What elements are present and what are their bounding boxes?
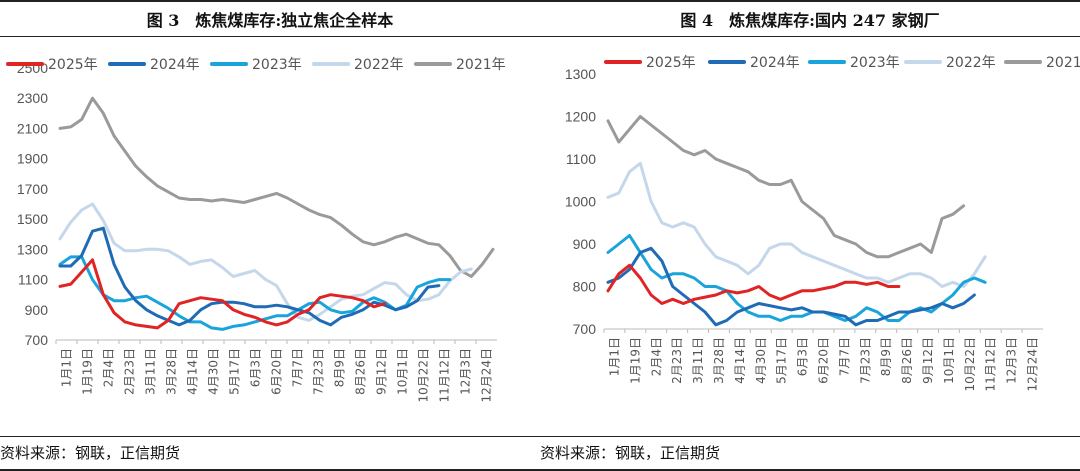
- source-footer: 资料来源：钢联，正信期货: [0, 436, 540, 471]
- series-line-2022年: [606, 161, 987, 288]
- y-tick-label: 700: [573, 321, 597, 337]
- legend-label: 2023年: [252, 57, 302, 73]
- x-tick-label: 10月22日: [417, 348, 431, 403]
- x-tick-label: 7月23日: [312, 348, 326, 395]
- x-tick-label: 2月4日: [649, 337, 663, 376]
- legend-item: 2025年: [604, 55, 696, 71]
- legend-label: 2025年: [48, 57, 98, 73]
- legend-label: 2021年: [1046, 55, 1080, 71]
- legend-item: 2021年: [1004, 55, 1080, 71]
- x-tick-label: 6月3日: [249, 348, 263, 387]
- chart-title-bar: 图 4 炼焦煤库存:国内 247 家钢厂: [540, 0, 1080, 37]
- x-tick-label: 10月1日: [396, 348, 410, 395]
- series-line-2025年: [58, 258, 387, 330]
- x-tick-label: 7月7日: [837, 337, 851, 376]
- x-tick-label: 8月26日: [900, 337, 914, 384]
- x-tick-label: 8月26日: [354, 348, 368, 395]
- x-tick-label: 2月4日: [102, 348, 116, 387]
- series-line-2022年: [58, 202, 473, 322]
- x-tick-label: 6月3日: [796, 337, 810, 376]
- y-tick-label: 2300: [17, 90, 48, 106]
- y-tick-label: 800: [573, 279, 597, 295]
- x-tick-label: 10月1日: [942, 337, 956, 384]
- x-tick-label: 10月22日: [963, 337, 977, 392]
- line-chart-coking-coal-steel-mills: 700 800 900 1000 1100 1200 1300 1月1日 1月19日 2月4日 2月…: [565, 55, 1080, 392]
- legend-label: 2024年: [750, 55, 800, 71]
- x-tick-label: 3月28日: [712, 337, 726, 384]
- legend-item: 2023年: [808, 55, 900, 71]
- y-tick-label: 1000: [565, 194, 596, 210]
- x-tick-label: 1月1日: [60, 348, 74, 387]
- x-tick-label: 5月17日: [228, 348, 242, 395]
- x-tick-label: 3月28日: [165, 348, 179, 395]
- x-tick-label: 12月3日: [459, 348, 473, 395]
- legend-item: 2022年: [904, 55, 996, 71]
- y-tick-label: 1100: [18, 272, 48, 288]
- series-line-2024年: [58, 226, 441, 327]
- x-tick-label: 3月11日: [144, 348, 158, 395]
- x-tick-label: 6月20日: [270, 348, 284, 395]
- series-line-2025年: [606, 263, 901, 305]
- y-tick-label: 900: [573, 236, 597, 252]
- x-tick-label: 4月14日: [186, 348, 200, 395]
- series-line-2023年: [58, 255, 452, 331]
- y-tick-label: 700: [25, 332, 49, 348]
- x-tick-label: 8月9日: [879, 337, 893, 376]
- x-tick-label: 11月12日: [438, 348, 452, 403]
- legend-label: 2025年: [646, 55, 696, 71]
- x-tick-label: 9月12日: [921, 337, 935, 384]
- legend-label: 2024年: [150, 57, 200, 73]
- y-tick-label: 1900: [17, 151, 48, 167]
- legend-item: 2024年: [108, 57, 200, 73]
- x-tick-label: 3月11日: [691, 337, 705, 384]
- x-tick-label: 11月12日: [984, 337, 998, 392]
- legend-item: 2022年: [312, 57, 404, 73]
- chart-title: 图 3 炼焦煤库存:独立焦企全样本: [146, 11, 394, 30]
- chart-panel-left: 图 3 炼焦煤库存:独立焦企全样本 700 900 1100 1300 1500 1700…: [0, 0, 540, 471]
- y-tick-label: 1100: [566, 151, 596, 167]
- line-chart-coking-coal-independent: 700900110013001500170019002100230025001月…: [6, 57, 506, 403]
- y-tick-label: 900: [25, 302, 49, 318]
- series-line-2024年: [606, 246, 976, 327]
- source-footer: 资料来源：钢联，正信期货: [540, 436, 1080, 471]
- legend-item: 2024年: [708, 55, 800, 71]
- y-tick-label: 1300: [17, 241, 48, 257]
- x-tick-label: 1月1日: [607, 337, 621, 376]
- legend-item: 2025年: [6, 57, 98, 73]
- x-tick-label: 1月19日: [81, 348, 95, 395]
- x-tick-label: 8月9日: [333, 348, 347, 387]
- y-tick-label: 2100: [17, 120, 48, 136]
- x-tick-label: 4月14日: [733, 337, 747, 384]
- y-tick-label: 1200: [565, 109, 596, 125]
- legend-label: 2021年: [456, 57, 506, 73]
- legend-item: 2023年: [210, 57, 302, 73]
- source-text: 资料来源：钢联，正信期货: [0, 444, 181, 462]
- x-tick-label: 5月17日: [775, 337, 789, 384]
- source-text: 资料来源：钢联，正信期货: [540, 444, 721, 462]
- x-tick-label: 2月23日: [123, 348, 137, 395]
- x-tick-label: 6月20日: [817, 337, 831, 384]
- x-tick-label: 12月24日: [480, 348, 494, 403]
- x-tick-label: 1月19日: [628, 337, 642, 384]
- legend-label: 2023年: [850, 55, 900, 71]
- chart-panel-right: 图 4 炼焦煤库存:国内 247 家钢厂 700 800 900 1000 1100 12…: [540, 0, 1080, 471]
- x-tick-label: 9月12日: [375, 348, 389, 395]
- x-tick-label: 7月7日: [291, 348, 305, 387]
- legend-label: 2022年: [354, 57, 404, 73]
- chart-title-bar: 图 3 炼焦煤库存:独立焦企全样本: [0, 0, 540, 37]
- legend-label: 2022年: [946, 55, 996, 71]
- series-line-2021年: [58, 96, 495, 278]
- series-line-2021年: [606, 115, 966, 259]
- x-tick-label: 12月3日: [1005, 337, 1019, 384]
- legend-item: 2021年: [414, 57, 506, 73]
- x-tick-label: 7月23日: [858, 337, 872, 384]
- x-tick-label: 4月30日: [754, 337, 768, 384]
- x-tick-label: 12月24日: [1026, 337, 1040, 392]
- x-tick-label: 4月30日: [207, 348, 221, 395]
- chart-title: 图 4 炼焦煤库存:国内 247 家钢厂: [680, 11, 940, 30]
- y-tick-label: 1300: [565, 66, 596, 82]
- y-tick-label: 1500: [17, 211, 48, 227]
- x-tick-label: 2月23日: [670, 337, 684, 384]
- y-tick-label: 1700: [17, 181, 48, 197]
